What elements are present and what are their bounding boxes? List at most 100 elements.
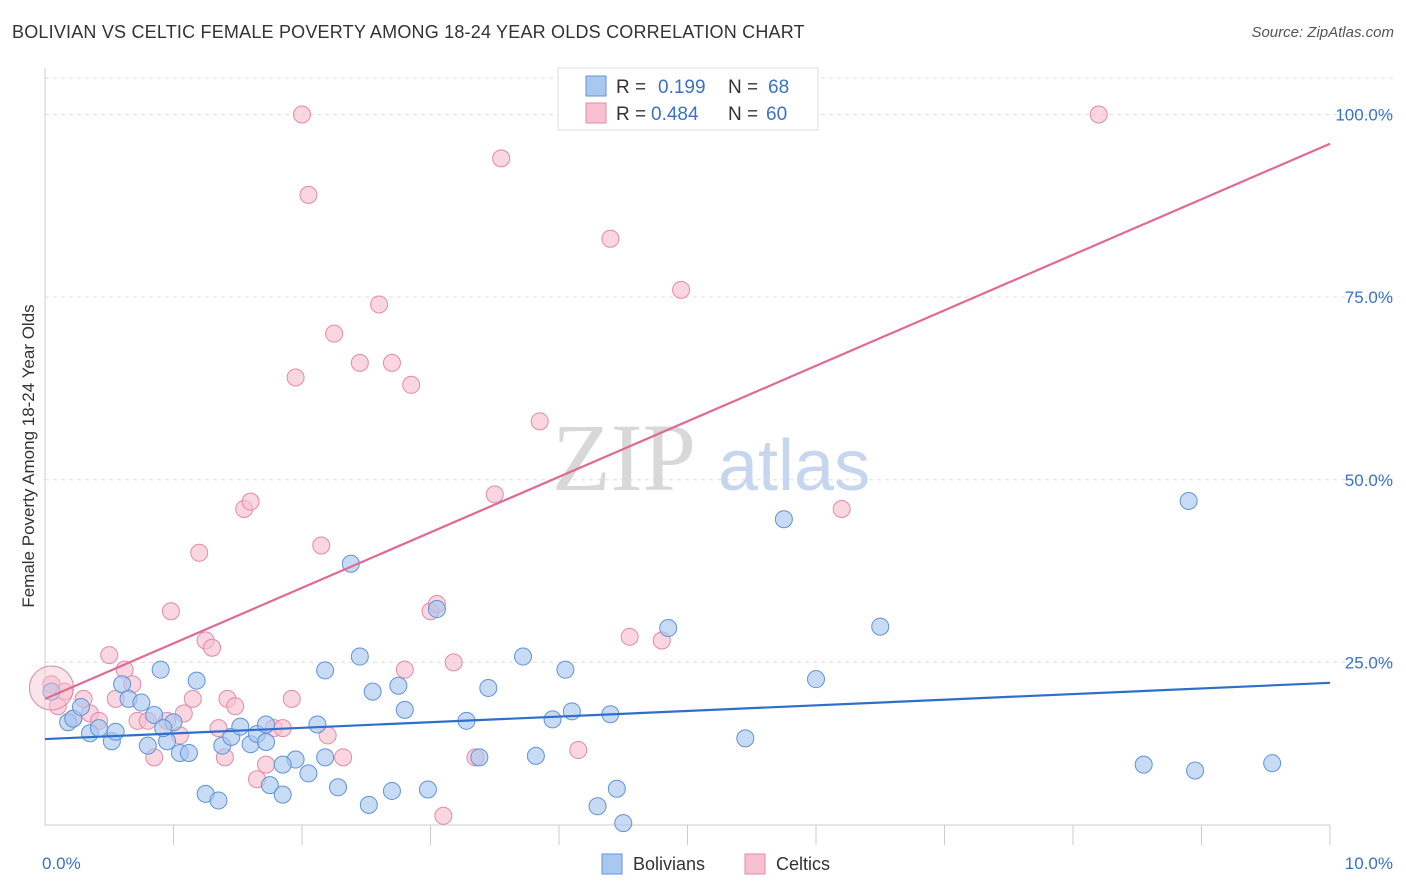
bolivians-point	[328, 778, 347, 797]
bolivians-point	[350, 647, 369, 666]
bottom-legend: Bolivians Celtics	[601, 853, 830, 875]
bottom-legend-swatch-celtics	[744, 853, 766, 875]
bolivians-point	[774, 510, 793, 529]
celtics-point	[183, 689, 202, 708]
y-tick-label: 75.0%	[1345, 288, 1393, 307]
bolivians-point	[389, 676, 408, 695]
celtics-point	[100, 646, 119, 665]
celtics-point	[492, 149, 511, 168]
celtics-point	[350, 353, 369, 372]
bolivians-point	[316, 661, 335, 680]
bolivians-point	[1186, 761, 1205, 780]
bolivians-point	[427, 600, 446, 619]
bolivians-point	[607, 779, 626, 798]
bolivians-point	[299, 764, 318, 783]
bolivians-trend-line	[44, 681, 1331, 741]
legend-r-label-2: R =	[616, 104, 646, 125]
bolivians-point	[382, 781, 401, 800]
bolivians-point	[138, 736, 157, 755]
cluster-point	[28, 665, 74, 711]
bolivians-point	[470, 748, 489, 767]
celtics-point	[530, 412, 549, 431]
celtics-point	[334, 748, 353, 767]
celtics-point	[395, 660, 414, 679]
celtics-point	[370, 295, 389, 314]
svg-text:R = 0.484 N =: R = 0.484 N = 60	[616, 104, 787, 125]
celtics-point	[282, 689, 301, 708]
celtics-point	[286, 368, 305, 387]
y-tick-labels: 25.0% 50.0% 75.0% 100.0%	[1335, 106, 1393, 673]
legend-r-label-1: R =	[616, 77, 646, 98]
bolivians-point	[479, 678, 498, 697]
celtics-point	[312, 536, 331, 555]
bolivians-point	[71, 697, 90, 716]
celtics-point	[832, 499, 851, 518]
celtics-point	[434, 806, 453, 825]
celtics-point	[226, 697, 245, 716]
bolivians-point	[359, 795, 378, 814]
y-tick-label: 50.0%	[1345, 471, 1393, 490]
bolivians-point	[543, 710, 562, 729]
x-tick-max: 10.0%	[1345, 854, 1393, 873]
bolivians-point	[273, 785, 292, 804]
bolivians-point	[1263, 754, 1282, 773]
bolivians-point	[526, 746, 545, 765]
legend-r-value-2: 0.484	[651, 104, 699, 125]
legend-n-label-2: N =	[728, 104, 758, 125]
bolivians-point	[588, 797, 607, 816]
bolivians-point	[209, 791, 228, 810]
bolivians-point	[556, 660, 575, 679]
bolivians-point	[308, 715, 327, 734]
y-axis-title: Female Poverty Among 18-24 Year Olds	[19, 304, 38, 607]
bolivians-point	[151, 660, 170, 679]
celtics-point	[569, 741, 588, 760]
bolivians-point	[363, 682, 382, 701]
bolivians-point	[273, 755, 292, 774]
bolivians-point	[871, 617, 890, 636]
chart-title: BOLIVIAN VS CELTIC FEMALE POVERTY AMONG …	[12, 22, 805, 42]
celtics-point	[444, 653, 463, 672]
bolivians-point	[154, 719, 173, 738]
bolivians-point	[514, 647, 533, 666]
bolivians-point	[418, 780, 437, 799]
celtics-point	[299, 185, 318, 204]
bolivians-point	[614, 814, 633, 833]
bolivians-point	[659, 619, 678, 638]
bolivians-point	[179, 743, 198, 762]
celtics-point	[601, 229, 620, 248]
celtics-point	[257, 755, 276, 774]
scatter-points	[28, 105, 1282, 833]
bolivians-point	[89, 719, 108, 738]
bolivians-point	[187, 671, 206, 690]
celtics-point	[402, 375, 421, 394]
svg-text:R = 0.199 N =: R = 0.199 N = 68	[616, 77, 789, 98]
legend-swatch-bolivians	[585, 75, 607, 97]
bolivians-point	[1134, 755, 1153, 774]
legend-r-value-1: 0.199	[658, 77, 706, 98]
celtics-point	[1089, 105, 1108, 124]
bolivians-point	[257, 733, 276, 752]
trend-lines	[44, 142, 1331, 741]
bolivians-point	[145, 705, 164, 724]
watermark-atlas: atlas	[718, 426, 870, 506]
legend-n-label-1: N =	[728, 77, 758, 98]
bolivians-point	[736, 729, 755, 748]
celtics-point	[293, 105, 311, 124]
celtics-point	[672, 280, 691, 299]
celtics-point	[382, 353, 401, 372]
celtics-point	[325, 324, 344, 343]
x-tick-min: 0.0%	[42, 854, 81, 873]
legend-n-value-1: 68	[768, 77, 789, 98]
celtics-point	[203, 638, 222, 657]
bolivians-point	[316, 748, 335, 767]
celtics-point	[190, 543, 209, 562]
celtics-point	[620, 627, 639, 646]
celtics-point	[485, 485, 504, 504]
bolivians-point	[231, 717, 250, 736]
bottom-legend-label-celtics: Celtics	[776, 854, 830, 874]
bolivians-point	[132, 693, 151, 712]
celtics-point	[161, 602, 180, 621]
bolivians-point	[106, 722, 125, 741]
legend-n-value-2: 60	[766, 104, 787, 125]
